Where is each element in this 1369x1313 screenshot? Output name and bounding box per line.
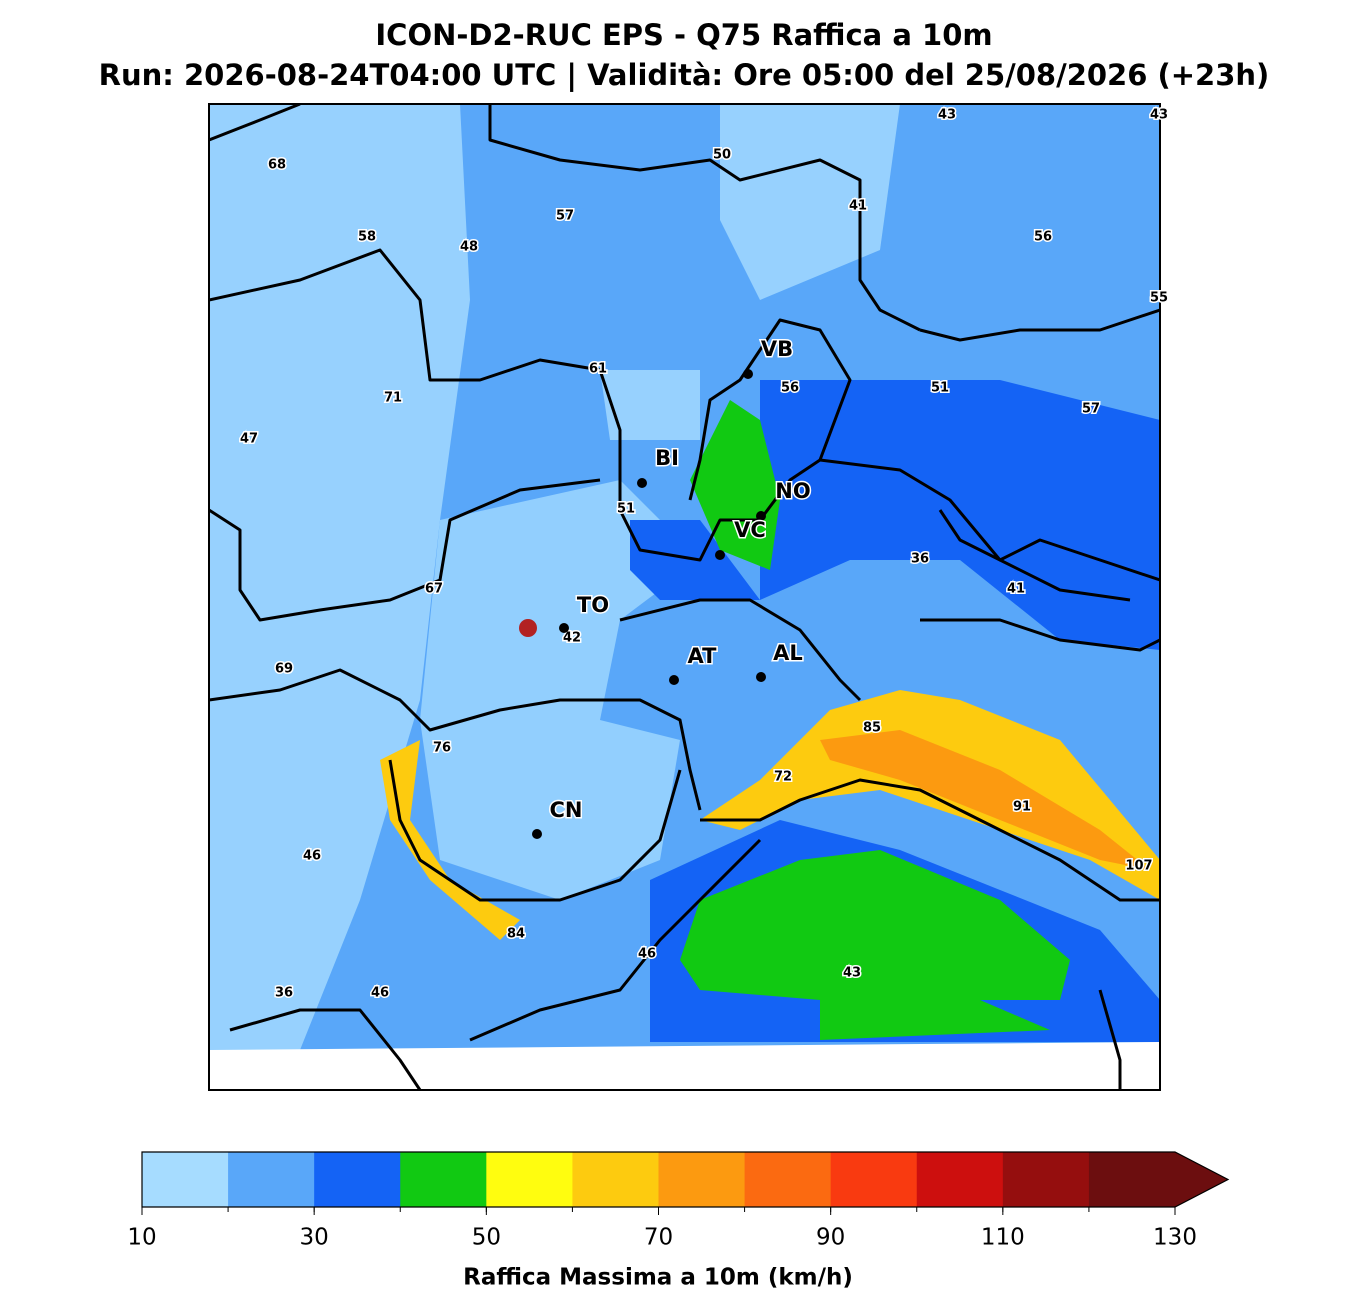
colorbar-label: Raffica Massima a 10m (km/h) (463, 1265, 853, 1291)
colorbar-segment (142, 1152, 229, 1207)
value-label: 56 (781, 381, 799, 396)
value-label: 36 (275, 986, 293, 1001)
value-label: 46 (371, 986, 389, 1001)
colorbar-tick-label: 70 (644, 1225, 673, 1251)
colorbar-segment (916, 1152, 1004, 1207)
colorbar-segment (400, 1152, 487, 1207)
city-dot (532, 829, 542, 839)
value-label: 46 (303, 849, 321, 864)
colorbar: 10 30 50 70 90 110 130 (127, 1151, 1230, 1251)
value-label: 36 (911, 552, 929, 567)
colorbar-extension (1175, 1152, 1228, 1207)
colorbar-tick-label: 50 (472, 1225, 501, 1251)
value-label: 69 (275, 662, 293, 677)
city-dot (756, 672, 766, 682)
colorbar-segment (228, 1152, 315, 1207)
value-label: 85 (863, 721, 881, 736)
colorbar-tick-label: 30 (300, 1225, 329, 1251)
value-label: 76 (433, 741, 451, 756)
city-label: VC (734, 518, 766, 542)
value-label: 57 (556, 209, 574, 224)
value-label: 43 (938, 108, 956, 123)
city-label: VB (761, 337, 793, 361)
value-label: 56 (1034, 230, 1052, 245)
subtitle: Run: 2026-08-24T04:00 UTC | Validità: Or… (99, 58, 1270, 92)
city-label: AL (773, 641, 803, 665)
value-label: 68 (268, 158, 286, 173)
location-marker (519, 619, 537, 637)
value-label: 57 (1082, 402, 1100, 417)
value-label: 41 (849, 199, 867, 214)
city-dot (715, 550, 725, 560)
value-label: 46 (638, 947, 656, 962)
map-frame (208, 103, 1161, 1091)
value-label: 55 (1150, 291, 1168, 306)
city-dot (669, 675, 679, 685)
city-dot (637, 478, 647, 488)
value-label: 61 (589, 362, 607, 377)
city-label: AT (688, 644, 718, 668)
value-label: 50 (713, 148, 731, 163)
value-label: 107 (1125, 859, 1152, 874)
colorbar-segment (830, 1152, 918, 1207)
value-label: 43 (1150, 108, 1168, 123)
title: ICON-D2-RUC EPS - Q75 Raffica a 10m (375, 18, 992, 52)
city-label: NO (775, 479, 810, 503)
value-label: 51 (617, 502, 635, 517)
value-label: 67 (425, 582, 443, 597)
value-label: 91 (1013, 800, 1031, 815)
value-label: 84 (507, 927, 525, 942)
colorbar-outline (141, 1151, 1230, 1208)
colorbar-tick-label: 90 (816, 1225, 845, 1251)
map (209, 104, 1160, 1090)
colorbar-segment (1002, 1152, 1090, 1207)
city-dot (559, 623, 569, 633)
colorbar-segment (572, 1152, 659, 1207)
value-label: 48 (460, 240, 478, 255)
colorbar-tick-label: 130 (1153, 1225, 1197, 1251)
value-label: 72 (774, 770, 792, 785)
colorbar-segment (486, 1152, 573, 1207)
colorbar-tick-label: 110 (981, 1225, 1025, 1251)
city-label: TO (577, 593, 609, 617)
city-label: CN (550, 798, 583, 822)
value-label: 58 (358, 230, 376, 245)
value-label: 41 (1007, 582, 1025, 597)
value-label: 71 (384, 391, 402, 406)
colorbar-segment (1088, 1152, 1176, 1207)
colorbar-segment (314, 1152, 401, 1207)
colorbar-segment (658, 1152, 746, 1207)
city-dot (756, 511, 766, 521)
value-label: 51 (931, 381, 949, 396)
value-label: 43 (843, 966, 861, 981)
value-label: 47 (240, 432, 258, 447)
value-label: 42 (563, 631, 581, 646)
city-label: BI (655, 446, 679, 470)
city-dot (743, 369, 753, 379)
colorbar-tick-label: 10 (127, 1225, 156, 1251)
colorbar-segment (744, 1152, 832, 1207)
